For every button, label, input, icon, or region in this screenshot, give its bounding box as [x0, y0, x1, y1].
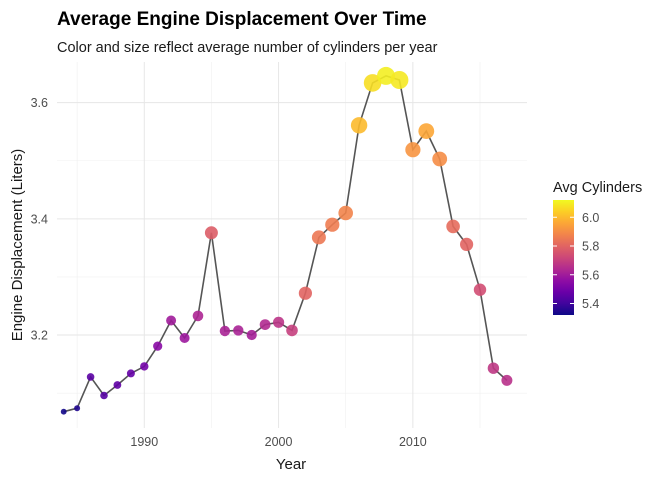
data-point	[390, 71, 409, 89]
y-tick-label: 3.4	[31, 212, 48, 226]
data-point	[74, 405, 81, 412]
data-point	[286, 324, 298, 337]
data-points	[60, 66, 513, 415]
data-point	[113, 381, 122, 389]
data-point	[432, 151, 448, 167]
data-point	[405, 142, 421, 158]
data-point	[446, 219, 460, 234]
gridlines	[57, 62, 527, 428]
data-point	[273, 316, 285, 328]
data-point	[166, 315, 177, 326]
legend-tick-label: 6.0	[582, 211, 599, 225]
data-point	[192, 310, 204, 322]
data-point	[204, 226, 218, 240]
data-point	[233, 325, 244, 336]
data-point	[418, 123, 435, 139]
legend-ticks: 6.0 5.8 5.6 5.4	[553, 211, 599, 311]
y-axis-title: Engine Displacement (Liters)	[9, 149, 26, 342]
data-point	[473, 283, 487, 296]
data-point	[487, 362, 500, 374]
data-point	[140, 362, 149, 371]
data-point	[86, 373, 95, 381]
x-axis-ticks: 1990 2000 2010	[130, 435, 426, 449]
data-point	[126, 369, 135, 378]
legend: Avg Cylinders 6.0 5.8 5.6 5.4	[553, 180, 642, 315]
data-point	[311, 230, 326, 245]
data-point	[460, 237, 474, 251]
legend-tick-label: 5.8	[582, 240, 599, 254]
data-point	[246, 329, 257, 341]
data-point	[501, 374, 513, 386]
data-point	[325, 217, 340, 232]
data-point	[219, 325, 231, 337]
x-axis-title: Year	[276, 456, 306, 473]
legend-tick-label: 5.4	[582, 297, 599, 311]
legend-tick-label: 5.6	[582, 268, 599, 282]
data-point	[298, 286, 312, 300]
legend-title: Avg Cylinders	[553, 180, 642, 196]
data-point	[153, 341, 163, 351]
data-point	[60, 408, 67, 415]
y-tick-label: 3.6	[31, 96, 48, 110]
y-tick-label: 3.2	[31, 329, 48, 343]
y-axis-ticks: 3.2 3.4 3.6	[31, 96, 48, 342]
data-point	[363, 74, 382, 92]
x-tick-label: 2010	[399, 435, 427, 449]
data-point	[100, 391, 108, 400]
data-point	[179, 333, 190, 343]
x-tick-label: 2000	[265, 435, 293, 449]
data-point	[350, 117, 368, 134]
x-tick-label: 1990	[130, 435, 158, 449]
chart-title: Average Engine Displacement Over Time	[57, 9, 427, 30]
data-point	[259, 319, 271, 330]
series-line	[63, 75, 508, 413]
legend-colorbar	[553, 200, 574, 315]
chart-subtitle: Color and size reflect average number of…	[57, 40, 438, 56]
data-point	[338, 205, 354, 221]
plot-panel	[57, 62, 527, 428]
